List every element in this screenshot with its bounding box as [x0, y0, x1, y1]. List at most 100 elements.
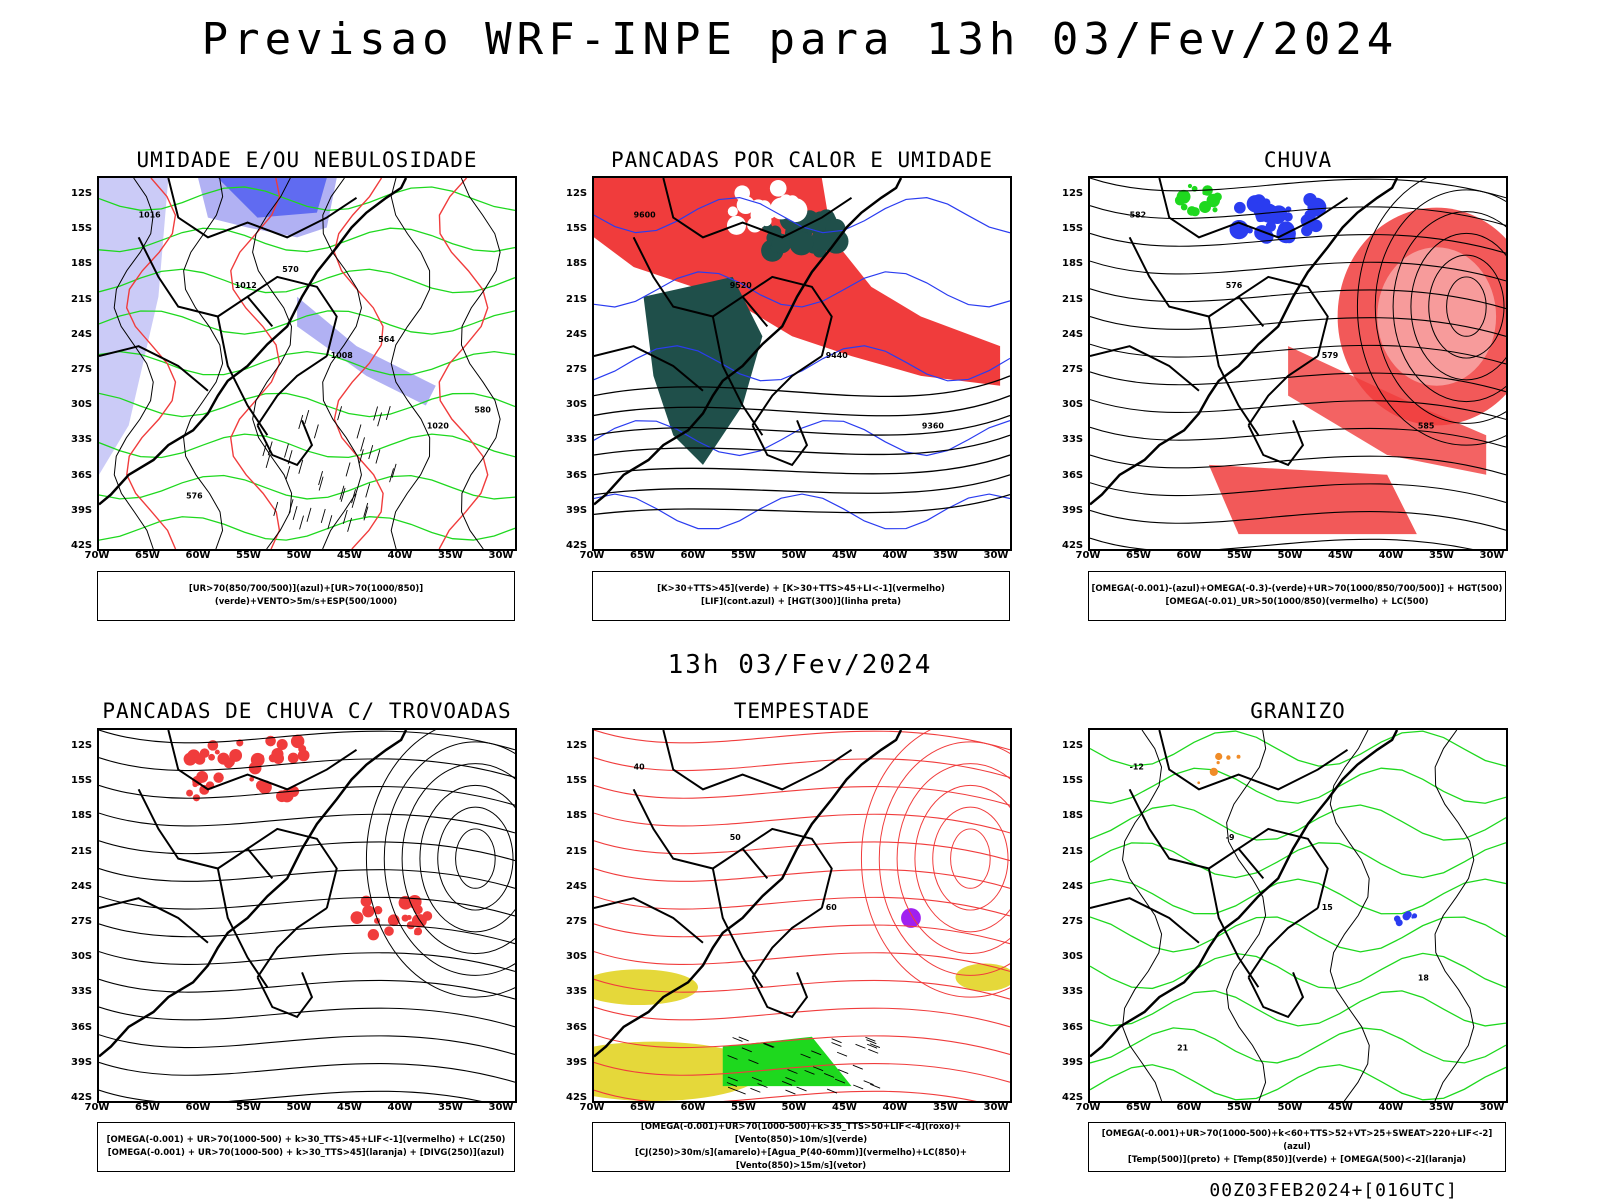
- lon-tick-label: 35W: [933, 550, 958, 561]
- legend-pancadas-calor: [K>30+TTS>45](verde) + [K>30+TTS>45+LI<-…: [592, 571, 1010, 621]
- middle-timestamp: 13h 03/Fev/2024: [667, 650, 933, 680]
- contour-label: 9360: [922, 421, 945, 430]
- lat-tick-label: 30S: [1062, 399, 1084, 411]
- panel-title-granizo: GRANIZO: [1250, 699, 1346, 723]
- lat-tick-label: 15S: [566, 223, 588, 235]
- contour-label: 579: [1322, 351, 1339, 360]
- lat-tick-label: 27S: [1062, 916, 1084, 927]
- lat-tick-label: 30S: [71, 399, 93, 411]
- map-trovoadas: [97, 728, 517, 1103]
- lon-tick-label: 50W: [1277, 550, 1303, 561]
- lon-tick-label: 70W: [579, 1102, 605, 1113]
- legend-umidade: [UR>70(850/700/500)](azul)+[UR>70(1000/8…: [97, 571, 515, 621]
- legend-line: [K>30+TTS>45](verde) + [K>30+TTS>45+LI<-…: [657, 584, 945, 594]
- lon-tick-label: 40W: [1378, 1102, 1404, 1113]
- legend-line: [CJ(250)>30m/s](amarelo)+[Agua_P(40-60mm…: [634, 1148, 968, 1171]
- lon-tick-label: 65W: [630, 1102, 655, 1113]
- lon-tick-label: 45W: [337, 550, 362, 561]
- map-graphic-trovoadas: [99, 730, 515, 1101]
- lat-tick-label: 27S: [566, 916, 588, 927]
- lat-tick-label: 30S: [566, 951, 588, 963]
- legend-line: [OMEGA(-0.001) + UR>70(1000-500) + k>30_…: [107, 1148, 505, 1158]
- map-chuva: 582 576 579 585: [1088, 176, 1508, 551]
- lat-tick-label: 24S: [566, 328, 588, 340]
- lon-tick-label: 30W: [983, 1102, 1009, 1113]
- lat-tick-label: 36S: [1062, 469, 1084, 481]
- lat-tick-label: 36S: [71, 469, 93, 481]
- lon-tick-label: 45W: [1328, 1102, 1353, 1113]
- lat-tick-label: 15S: [1062, 775, 1084, 787]
- lon-tick-label: 70W: [84, 1102, 110, 1113]
- lon-tick-label: 65W: [630, 550, 655, 561]
- legend-chuva: [OMEGA(-0.001)-(azul)+OMEGA(-0.3)-(verde…: [1088, 571, 1506, 621]
- legend-line: [UR>70(850/700/500)](azul)+[UR>70(1000/8…: [188, 584, 424, 607]
- lon-tick-label: 30W: [488, 1102, 514, 1113]
- panel-title-umidade: UMIDADE E/OU NEBULOSIDADE: [136, 148, 478, 172]
- lat-tick-label: 21S: [71, 845, 93, 857]
- lon-tick-label: 50W: [1277, 1102, 1303, 1113]
- lon-tick-label: 40W: [387, 1102, 413, 1113]
- legend-line: [OMEGA(-0.001)+UR>70(1000-500)+k>35_TTS>…: [640, 1122, 962, 1145]
- lat-tick-label: 24S: [566, 880, 588, 892]
- map-graphic-chuva: 582 576 579 585: [1090, 178, 1506, 549]
- lon-tick-label: 30W: [1479, 550, 1505, 561]
- lat-tick-label: 39S: [71, 1056, 93, 1068]
- lat-tick-label: 27S: [1062, 364, 1084, 375]
- lat-tick-label: 42S: [1062, 540, 1084, 551]
- lon-tick-label: 30W: [488, 550, 514, 561]
- contour-label: 564: [378, 335, 395, 344]
- lon-tick-label: 35W: [438, 550, 463, 561]
- contour-label: 576: [186, 492, 203, 501]
- contour-label: 9520: [730, 281, 753, 290]
- panel-title-pancadas-calor: PANCADAS POR CALOR E UMIDADE: [610, 148, 993, 172]
- lon-tick-label: 30W: [983, 550, 1009, 561]
- lon-tick-label: 35W: [1429, 1102, 1454, 1113]
- lat-tick-label: 39S: [1062, 1056, 1084, 1068]
- contour-label: 1012: [235, 281, 257, 290]
- lon-tick-label: 60W: [185, 1102, 211, 1113]
- map-graphic-tempestade: 40 50 60: [594, 730, 1010, 1101]
- contour-label: 60: [826, 903, 838, 912]
- lon-tick-label: 55W: [1227, 1102, 1252, 1113]
- contour-label: 1020: [427, 421, 450, 430]
- map-graphic-pancadas-calor: 9600 9520 9440 9360: [594, 178, 1010, 530]
- lon-tick-label: 55W: [236, 550, 261, 561]
- lat-tick-label: 12S: [1062, 740, 1084, 751]
- lat-tick-label: 24S: [1062, 880, 1084, 892]
- lon-tick-label: 65W: [135, 550, 160, 561]
- lat-tick-label: 18S: [1062, 810, 1084, 822]
- legend-tempestade: [OMEGA(-0.001)+UR>70(1000-500)+k>35_TTS>…: [592, 1122, 1010, 1172]
- contour-label: 585: [1418, 421, 1435, 430]
- lat-tick-label: 27S: [71, 916, 93, 927]
- lon-tick-label: 30W: [1479, 1102, 1505, 1113]
- lon-tick-label: 55W: [731, 1102, 756, 1113]
- lat-tick-label: 27S: [566, 364, 588, 375]
- main-title: Previsao WRF-INPE para 13h 03/Fev/2024: [201, 14, 1399, 65]
- legend-line: [LIF](cont.azul) + [HGT(300)](linha pret…: [700, 597, 902, 607]
- map-granizo: -12 -9 15 18 21: [1088, 728, 1508, 1103]
- lat-tick-label: 33S: [1062, 986, 1084, 998]
- lat-tick-label: 42S: [566, 1092, 588, 1103]
- lat-tick-label: 24S: [1062, 328, 1084, 340]
- map-umidade: 1016 1012 1008 1020 576 570 564 580: [97, 176, 517, 551]
- contour-label: -9: [1226, 833, 1235, 842]
- lat-tick-label: 21S: [71, 293, 93, 305]
- lon-tick-label: 60W: [680, 1102, 706, 1113]
- contour-label: 15: [1322, 903, 1333, 912]
- lat-tick-label: 18S: [566, 258, 588, 270]
- contour-label: 50: [730, 833, 742, 842]
- lon-tick-label: 70W: [1075, 550, 1101, 561]
- lon-tick-label: 40W: [882, 550, 908, 561]
- legend-line: [OMEGA(-0.001) + UR>70(1000-500) + k>30_…: [106, 1135, 506, 1145]
- lon-tick-label: 55W: [731, 550, 756, 561]
- legend-trovoadas: [OMEGA(-0.001) + UR>70(1000-500) + k>30_…: [97, 1122, 515, 1172]
- map-graphic-umidade: 1016 1012 1008 1020 576 570 564 580: [99, 178, 515, 549]
- legend-granizo: [OMEGA(-0.001)+UR>70(1000-500)+k<60+TTS>…: [1088, 1122, 1506, 1172]
- contour-label: 580: [474, 405, 491, 414]
- legend-line: [OMEGA(-0.01)_UR>50(1000/850)(vermelho) …: [1165, 597, 1429, 607]
- lat-tick-label: 42S: [71, 1092, 93, 1103]
- lon-tick-label: 50W: [781, 550, 807, 561]
- lat-tick-label: 36S: [71, 1021, 93, 1033]
- lon-tick-label: 60W: [1176, 1102, 1202, 1113]
- lat-tick-label: 15S: [1062, 223, 1084, 235]
